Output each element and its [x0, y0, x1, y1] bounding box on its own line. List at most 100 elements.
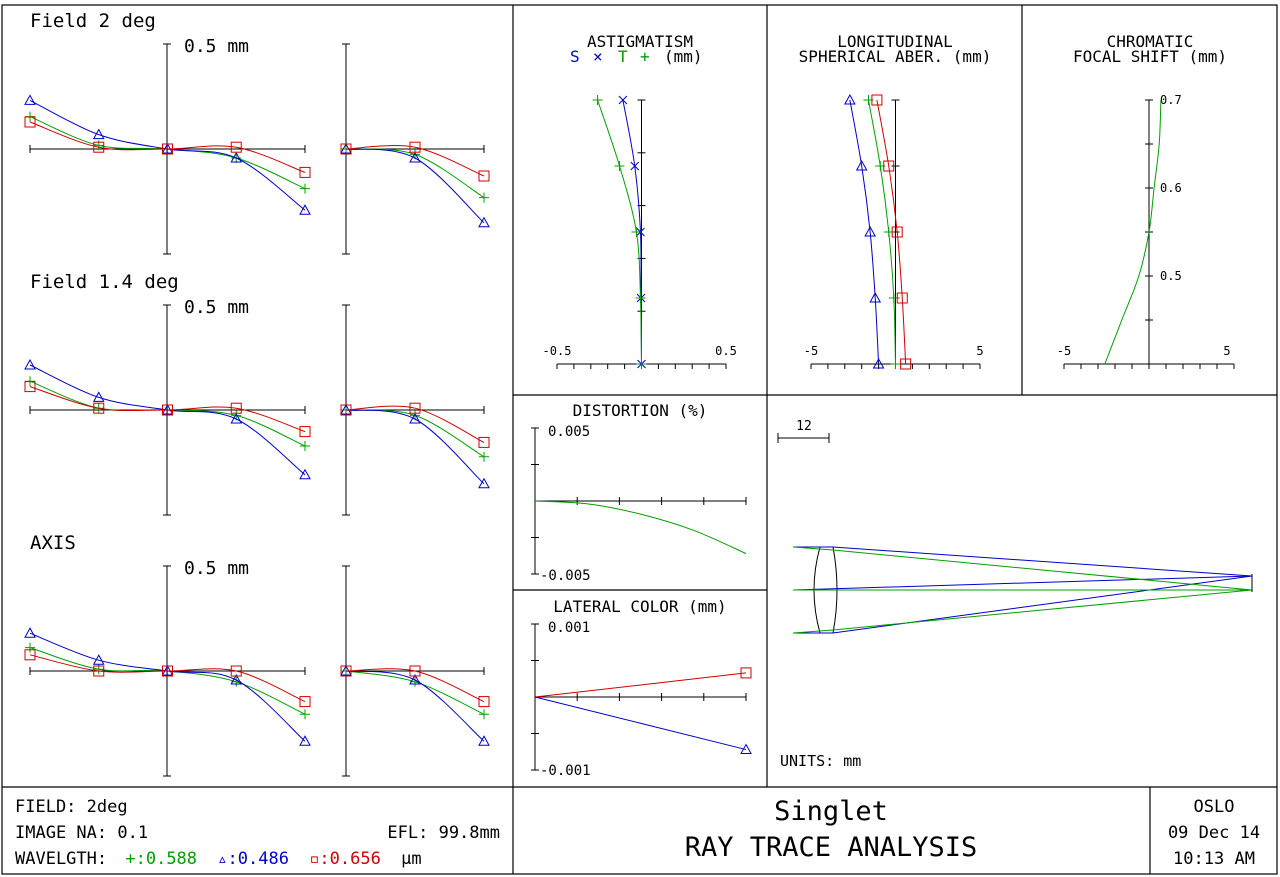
- ray-blue: [792, 575, 1253, 591]
- plus-marker: [300, 441, 310, 451]
- square-marker: [340, 143, 352, 155]
- analysis-title: RAY TRACE ANALYSIS: [685, 832, 978, 863]
- square-marker: [162, 404, 173, 416]
- triangle-marker: [24, 358, 36, 370]
- footer-efl: EFL: 99.8mm: [387, 823, 500, 843]
- ray-fan-sagittal: [340, 565, 490, 777]
- astigmatism-xmin-label: -0.5: [543, 344, 572, 358]
- triangle-marker: [92, 654, 105, 665]
- lens-layout-drawing: [792, 546, 1253, 634]
- distortion-ymax-label: 0.005: [548, 424, 590, 440]
- plus-marker: [592, 95, 603, 105]
- triangle-marker: [409, 151, 421, 163]
- field-title-2deg: Field 2 deg: [30, 10, 156, 32]
- chromatic-title-line1: CHROMATIC: [1107, 32, 1194, 51]
- series-line: [1104, 99, 1162, 365]
- triangle-marker: [230, 412, 243, 424]
- plus-marker: [890, 359, 901, 369]
- series-line: [534, 696, 747, 751]
- triangle-marker: [230, 151, 243, 163]
- series-line: [849, 99, 880, 365]
- chromatic-xmax-label: 5: [1223, 344, 1230, 358]
- series-line: [345, 148, 485, 224]
- square-marker: [230, 665, 242, 677]
- date: 09 Dec 14: [1168, 823, 1260, 843]
- ray-blue: [793, 575, 1253, 634]
- ray-fan-tangential: [24, 43, 311, 255]
- footer-wavelength: WAVELGTH: +:0.588 ▵:0.486 ▫:0.656 μm: [15, 849, 422, 869]
- triangle-marker: [24, 627, 36, 638]
- triangle-marker: [864, 225, 876, 237]
- series-line: [345, 145, 485, 177]
- square-marker: [896, 292, 908, 304]
- wavelength-unit: μm: [401, 849, 421, 869]
- astigmatism-plot: [556, 95, 727, 369]
- ray-fan-tangential: [24, 565, 311, 777]
- triangle-marker: [844, 93, 856, 105]
- time: 10:13 AM: [1173, 849, 1255, 869]
- chromatic-y-label-0-6: 0.6: [1160, 181, 1182, 195]
- square-marker: [93, 665, 105, 677]
- astigmatism-xmax-label: 0.5: [715, 344, 737, 358]
- wavelength-green: +:0.588: [125, 849, 197, 869]
- field-title-axis: AXIS: [30, 532, 76, 554]
- triangle-marker: [740, 743, 752, 755]
- distortion-title: DISTORTION (%): [573, 401, 708, 420]
- plus-marker: [631, 227, 642, 237]
- lateral-color-ymax-label: 0.001: [548, 620, 590, 636]
- square-marker: [162, 665, 173, 677]
- triangle-marker: [409, 412, 421, 424]
- series-line: [29, 386, 306, 433]
- series-line: [345, 668, 485, 703]
- square-marker: [409, 141, 421, 153]
- astigmatism-legend-t: T: [618, 47, 628, 66]
- series-line: [876, 99, 907, 365]
- triangle-marker: [92, 128, 105, 140]
- triangle-marker: [299, 204, 311, 215]
- chromatic-y-label-0-7: 0.7: [1160, 93, 1182, 107]
- plus-marker: [479, 451, 489, 462]
- triangle-marker: [855, 159, 868, 171]
- square-marker: [299, 696, 311, 708]
- field-scale-label: 0.5 mm: [184, 297, 249, 318]
- ray-green: [792, 589, 1253, 634]
- wavelength-red: ▫:0.656: [309, 849, 381, 869]
- square-marker: [24, 649, 36, 661]
- x-marker: [618, 95, 628, 105]
- program-name: OSLO: [1194, 797, 1235, 817]
- astigmatism-legend-s: S: [570, 47, 580, 66]
- chromatic-xmin-label: -5: [1057, 344, 1071, 358]
- triangle-marker: [478, 735, 490, 746]
- ray-fan-sagittal: [340, 43, 490, 255]
- triangle-marker: [872, 357, 885, 369]
- field-scale-label: 0.5 mm: [184, 36, 249, 57]
- triangle-marker: [299, 735, 311, 746]
- chromatic-focal-shift-plot: [1063, 99, 1235, 369]
- series-line: [345, 405, 485, 443]
- square-marker: [478, 170, 490, 182]
- square-marker: [871, 94, 883, 106]
- spherical-xmax-label: 5: [976, 344, 983, 358]
- square-marker: [340, 404, 352, 416]
- plus-marker: [300, 183, 310, 194]
- distortion-plot: [531, 427, 747, 575]
- square-marker: [24, 116, 36, 128]
- ray-blue: [793, 546, 1253, 577]
- series-line: [534, 672, 747, 698]
- x-marker: [630, 161, 640, 171]
- layout-scale-bar: [777, 433, 830, 443]
- footer-field: FIELD: 2deg: [15, 797, 128, 817]
- plus-marker: [614, 161, 625, 171]
- footer-image-na: IMAGE NA: 0.1: [15, 823, 148, 843]
- square-marker: [24, 381, 36, 393]
- series-line: [345, 670, 485, 742]
- series-line: [29, 654, 306, 703]
- triangle-marker: [869, 291, 882, 303]
- square-marker: [93, 402, 105, 414]
- triangle-marker: [230, 673, 243, 685]
- ray-fan-plots: [24, 43, 490, 777]
- square-marker: [162, 143, 173, 155]
- triangle-marker: [478, 216, 490, 228]
- plus-marker: [479, 709, 489, 720]
